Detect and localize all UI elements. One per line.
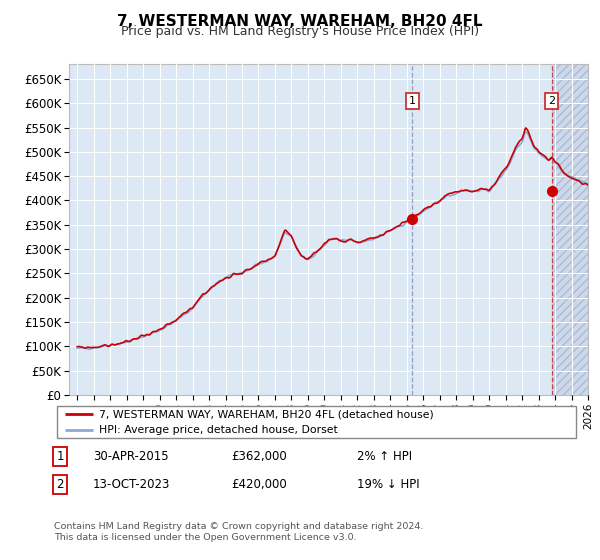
- Text: £420,000: £420,000: [231, 478, 287, 491]
- Bar: [551, 64, 600, 395]
- Text: £362,000: £362,000: [231, 450, 287, 463]
- Text: 2: 2: [56, 478, 64, 491]
- Text: This data is licensed under the Open Government Licence v3.0.: This data is licensed under the Open Gov…: [54, 533, 356, 542]
- Text: 2% ↑ HPI: 2% ↑ HPI: [357, 450, 412, 463]
- Text: HPI: Average price, detached house, Dorset: HPI: Average price, detached house, Dors…: [98, 425, 337, 435]
- Text: 30-APR-2015: 30-APR-2015: [93, 450, 169, 463]
- Text: 1: 1: [56, 450, 64, 463]
- Text: 1: 1: [409, 96, 416, 106]
- Text: 19% ↓ HPI: 19% ↓ HPI: [357, 478, 419, 491]
- Text: 7, WESTERMAN WAY, WAREHAM, BH20 4FL: 7, WESTERMAN WAY, WAREHAM, BH20 4FL: [117, 14, 483, 29]
- Bar: [551, 64, 600, 395]
- Text: Price paid vs. HM Land Registry's House Price Index (HPI): Price paid vs. HM Land Registry's House …: [121, 25, 479, 38]
- Text: Contains HM Land Registry data © Crown copyright and database right 2024.: Contains HM Land Registry data © Crown c…: [54, 522, 424, 531]
- FancyBboxPatch shape: [56, 406, 577, 438]
- Text: 2: 2: [548, 96, 555, 106]
- Text: 7, WESTERMAN WAY, WAREHAM, BH20 4FL (detached house): 7, WESTERMAN WAY, WAREHAM, BH20 4FL (det…: [98, 409, 433, 419]
- Text: 13-OCT-2023: 13-OCT-2023: [93, 478, 170, 491]
